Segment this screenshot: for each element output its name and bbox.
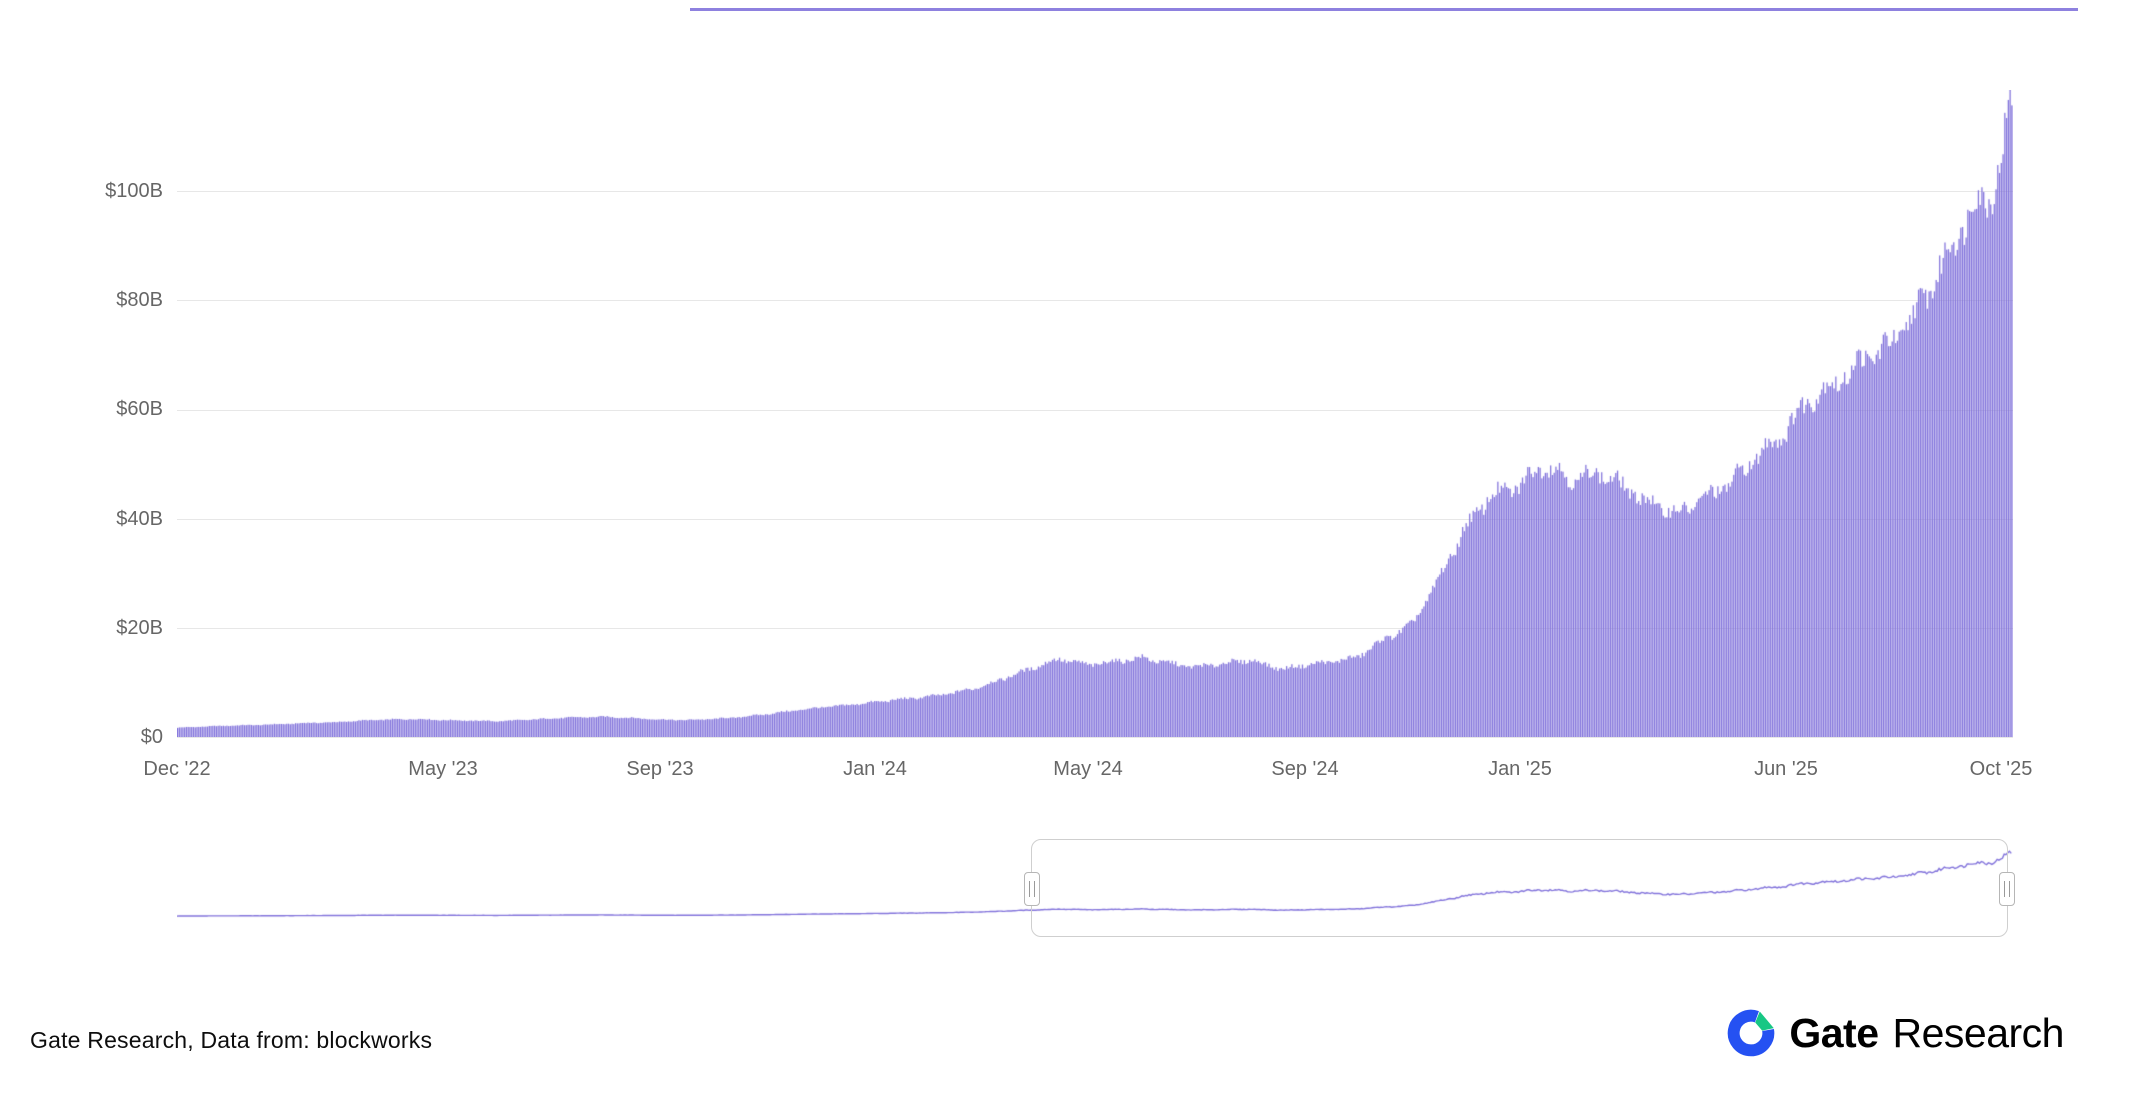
x-tick-label: May '23 [408,758,478,780]
x-tick-label: Dec '22 [143,758,211,780]
navigator-handle-left[interactable] [1024,872,1040,906]
main-chart: $0 $20B $40B $60B $80B $100B Dec '22 May… [105,90,2033,780]
y-tick-label: $60B [116,398,163,420]
x-tick-label: Sep '24 [1271,758,1339,780]
brand-name-bold: Gate [1789,1009,1879,1056]
navigator-window[interactable] [1031,839,2008,937]
bars-canvas[interactable] [177,90,2013,737]
gate-logo-icon [1728,1009,1775,1057]
y-tick-label: $80B [116,289,163,311]
x-tick-label: Jan '24 [843,758,907,780]
y-tick-label: $20B [116,617,163,639]
brand-lockup: Gate Research [1725,1007,2065,1059]
top-accent-line [690,8,2078,11]
x-tick-label: Jun '25 [1754,758,1818,780]
y-tick-label: $100B [105,180,163,202]
x-tick-label: Oct '25 [1969,758,2033,780]
y-tick-label: $40B [116,508,163,530]
navigator-handle-right[interactable] [1999,872,2015,906]
x-tick-label: Jan '25 [1488,758,1552,780]
footer-source-text: Gate Research, Data from: blockworks [30,1027,433,1053]
footer: Gate Research, Data from: blockworks Gat… [0,1005,2140,1075]
brand-name-regular: Research [1892,1009,2065,1056]
y-tick-label: $0 [140,726,163,748]
x-tick-label: Sep '23 [626,758,694,780]
y-gridline [177,737,2013,738]
x-tick-label: May '24 [1053,758,1123,780]
